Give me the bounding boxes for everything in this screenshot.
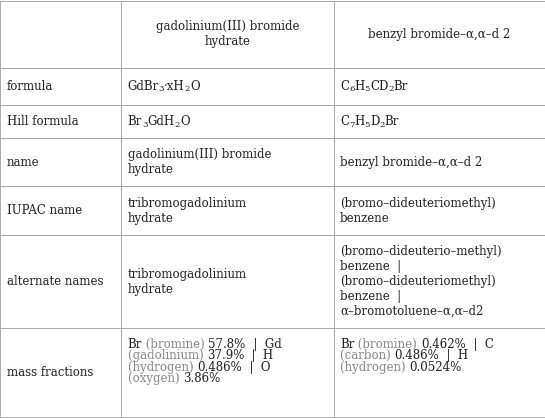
Text: Hill formula: Hill formula: [7, 115, 78, 127]
Text: (carbon): (carbon): [340, 349, 395, 362]
Bar: [0, 138, 121, 186]
Text: Br: Br: [340, 338, 354, 351]
Text: 2: 2: [389, 86, 394, 94]
Text: gadolinium(III) bromide
hydrate: gadolinium(III) bromide hydrate: [128, 148, 271, 176]
Bar: [0, 235, 121, 328]
Bar: [121, 328, 334, 417]
Text: 2: 2: [185, 86, 190, 94]
Text: 5: 5: [365, 86, 370, 94]
Text: C: C: [340, 80, 349, 93]
Bar: [0, 186, 121, 235]
Text: (bromo–dideuterio–methyl)
benzene  |
(bromo–dideuteriomethyl)
benzene  |
α–bromo: (bromo–dideuterio–methyl) benzene | (bro…: [340, 245, 502, 318]
Text: (oxygen): (oxygen): [128, 372, 183, 385]
Text: 57.8%: 57.8%: [208, 338, 246, 351]
Text: 0.486%: 0.486%: [197, 361, 241, 374]
Text: 3: 3: [159, 86, 164, 94]
Bar: [121, 1, 334, 68]
Text: 6: 6: [349, 86, 354, 94]
Text: H: H: [354, 115, 365, 127]
Bar: [334, 104, 545, 138]
Bar: [334, 1, 545, 68]
Text: ·xH: ·xH: [164, 80, 185, 93]
Text: benzyl bromide–α,α–d 2: benzyl bromide–α,α–d 2: [340, 155, 482, 168]
Bar: [121, 138, 334, 186]
Text: |  H: | H: [439, 349, 469, 362]
Text: O: O: [180, 115, 190, 127]
Text: tribromogadolinium
hydrate: tribromogadolinium hydrate: [128, 196, 247, 224]
Bar: [334, 186, 545, 235]
Text: benzyl bromide–α,α–d 2: benzyl bromide–α,α–d 2: [368, 28, 511, 41]
Text: O: O: [190, 80, 200, 93]
Text: (gadolinium): (gadolinium): [128, 349, 207, 362]
Text: Br: Br: [394, 80, 408, 93]
Bar: [0, 328, 121, 417]
Text: |  H: | H: [244, 349, 274, 362]
Text: |  C: | C: [466, 338, 494, 351]
Bar: [121, 68, 334, 104]
Text: 0.462%: 0.462%: [421, 338, 466, 351]
Text: (hydrogen): (hydrogen): [340, 361, 409, 374]
Text: mass fractions: mass fractions: [7, 366, 93, 379]
Text: 0.0524%: 0.0524%: [409, 361, 462, 374]
Text: gadolinium(III) bromide
hydrate: gadolinium(III) bromide hydrate: [155, 20, 299, 48]
Text: alternate names: alternate names: [7, 275, 103, 288]
Bar: [334, 138, 545, 186]
Text: |  O: | O: [241, 361, 270, 374]
Text: 2: 2: [379, 120, 385, 128]
Bar: [0, 104, 121, 138]
Text: D: D: [370, 115, 379, 127]
Bar: [334, 235, 545, 328]
Text: Br: Br: [385, 115, 399, 127]
Text: 2: 2: [174, 120, 180, 128]
Text: (bromine): (bromine): [142, 338, 208, 351]
Text: 37.9%: 37.9%: [207, 349, 244, 362]
Text: GdH: GdH: [147, 115, 174, 127]
Bar: [334, 68, 545, 104]
Text: name: name: [7, 155, 39, 168]
Text: formula: formula: [7, 80, 53, 93]
Text: 3: 3: [142, 120, 147, 128]
Bar: [0, 1, 121, 68]
Bar: [334, 328, 545, 417]
Text: 5: 5: [365, 120, 370, 128]
Text: 3.86%: 3.86%: [183, 372, 220, 385]
Text: Br: Br: [128, 338, 142, 351]
Text: |  Gd: | Gd: [246, 338, 281, 351]
Text: 7: 7: [349, 120, 354, 128]
Text: GdBr: GdBr: [128, 80, 159, 93]
Text: tribromogadolinium
hydrate: tribromogadolinium hydrate: [128, 268, 247, 296]
Bar: [121, 104, 334, 138]
Bar: [0, 68, 121, 104]
Text: H: H: [354, 80, 365, 93]
Text: (hydrogen): (hydrogen): [128, 361, 197, 374]
Text: 0.486%: 0.486%: [395, 349, 439, 362]
Bar: [121, 186, 334, 235]
Text: C: C: [340, 115, 349, 127]
Text: IUPAC name: IUPAC name: [7, 204, 82, 217]
Bar: [121, 235, 334, 328]
Text: (bromine): (bromine): [354, 338, 421, 351]
Text: Br: Br: [128, 115, 142, 127]
Text: (bromo–dideuteriomethyl)
benzene: (bromo–dideuteriomethyl) benzene: [340, 196, 496, 224]
Text: CD: CD: [370, 80, 389, 93]
